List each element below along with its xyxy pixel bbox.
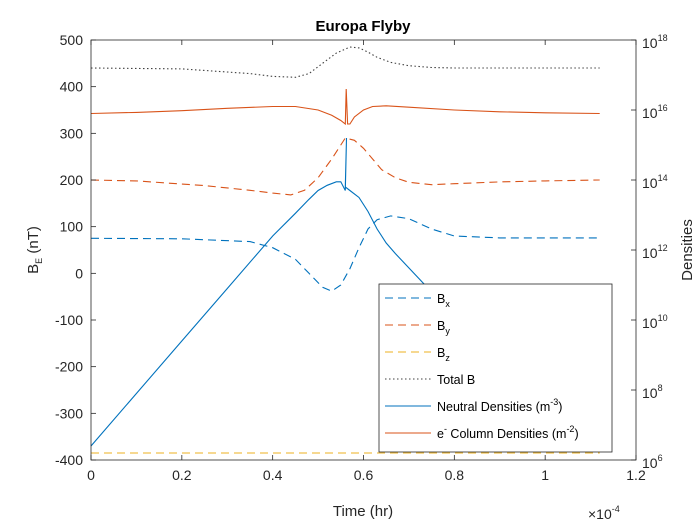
x-tick-label-5: 1 xyxy=(541,467,549,483)
series-line-1 xyxy=(90,137,600,196)
y-right-tick-label-0: 1018 xyxy=(642,33,668,51)
y-tick-label-5: 0 xyxy=(75,265,83,281)
x-tick-label-0: 0 xyxy=(87,467,95,483)
chart-title: Europa Flyby xyxy=(315,18,411,35)
y-axis-label-left: BE (nT) xyxy=(25,226,44,274)
y-tick-label-2: 300 xyxy=(60,125,84,141)
legend-label-3: Total B xyxy=(437,373,475,387)
y-right-tick-label-5: 108 xyxy=(642,383,663,401)
legend-label-1: By xyxy=(437,319,450,336)
y-tick-label-6: -100 xyxy=(55,312,83,328)
y-label-main: B xyxy=(25,264,42,274)
y-axis-label-right: Densities xyxy=(679,219,696,281)
x-tick-label-4: 0.8 xyxy=(445,467,465,483)
x-tick-label-6: 1.2 xyxy=(626,467,646,483)
y-tick-label-7: -200 xyxy=(55,359,83,375)
y-tick-label-0: 500 xyxy=(60,32,84,48)
y-tick-label-8: -300 xyxy=(55,405,83,421)
x-exponent-base: ×10 xyxy=(588,506,612,522)
y-label-sub: E xyxy=(34,258,44,264)
y-right-tick-label-1: 1016 xyxy=(642,103,668,121)
y-right-tick-label-3: 1012 xyxy=(642,243,668,261)
legend: Bx By Bz Total B Neutral Densities (m-3) e- C… xyxy=(378,283,613,453)
y-label-unit: (nT) xyxy=(25,226,42,258)
y-tick-label-9: -400 xyxy=(55,452,83,468)
y-tick-label-1: 400 xyxy=(60,79,84,95)
legend-label-5: e- Column Densities (m-2) xyxy=(437,424,579,441)
legend-label-4: Neutral Densities (m-3) xyxy=(437,397,562,414)
x-tick-label-1: 0.2 xyxy=(172,467,192,483)
series-layer xyxy=(90,46,600,454)
legend-box xyxy=(378,283,613,453)
y-right-tick-label-6: 106 xyxy=(642,453,663,471)
x-tick-label-2: 0.4 xyxy=(263,467,283,483)
y-right-tick-label-4: 1010 xyxy=(642,313,668,331)
x-axis-label: Time (hr) xyxy=(333,503,393,520)
x-tick-label-3: 0.6 xyxy=(354,467,374,483)
x-axis-exponent: ×10-4 xyxy=(588,504,620,522)
legend-label-0: Bx xyxy=(437,292,450,309)
y-tick-label-4: 100 xyxy=(60,219,84,235)
ticks-layer: 0 0.2 0.4 0.6 0.8 1 1.2 500 400 300 200 100 0 -100 -20… xyxy=(55,32,668,483)
series-line-3 xyxy=(90,46,600,78)
x-exponent-power: -4 xyxy=(612,504,620,514)
series-line-0 xyxy=(90,215,600,292)
legend-label-2: Bz xyxy=(437,346,450,363)
y-tick-label-3: 200 xyxy=(60,172,84,188)
series-line-5 xyxy=(90,88,600,126)
y-right-tick-label-2: 1014 xyxy=(642,173,668,191)
